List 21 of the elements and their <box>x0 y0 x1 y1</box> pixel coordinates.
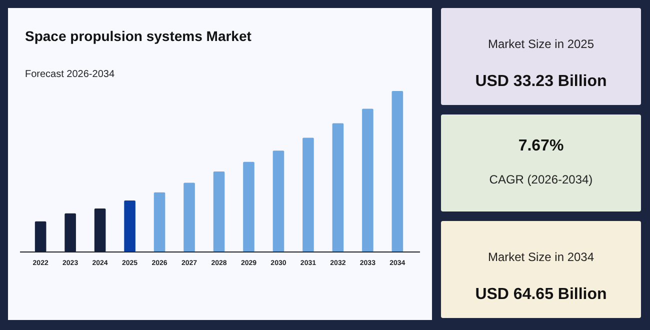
text: Market Size in 2025 <box>488 37 594 51</box>
bar <box>154 192 166 252</box>
text: CAGR (2026-2034) <box>489 172 593 186</box>
text: Market Size in 2034 <box>488 250 594 264</box>
bar <box>124 200 136 252</box>
bar <box>362 108 374 252</box>
bar <box>213 172 225 252</box>
text: USD 64.65 Billion <box>475 286 607 303</box>
text: 7.67% <box>518 138 564 154</box>
bar <box>184 182 195 252</box>
bar <box>332 123 344 252</box>
bar <box>392 91 404 252</box>
bar <box>243 162 254 252</box>
bar <box>34 221 46 252</box>
bar <box>94 208 106 252</box>
bar <box>64 213 76 252</box>
text: USD 33.23 Billion <box>475 73 607 90</box>
bar <box>302 138 314 252</box>
bar <box>272 150 284 252</box>
chart-subtitle: Forecast 2026-2034 <box>25 69 115 80</box>
chart-title: Space propulsion systems Market <box>25 28 252 44</box>
